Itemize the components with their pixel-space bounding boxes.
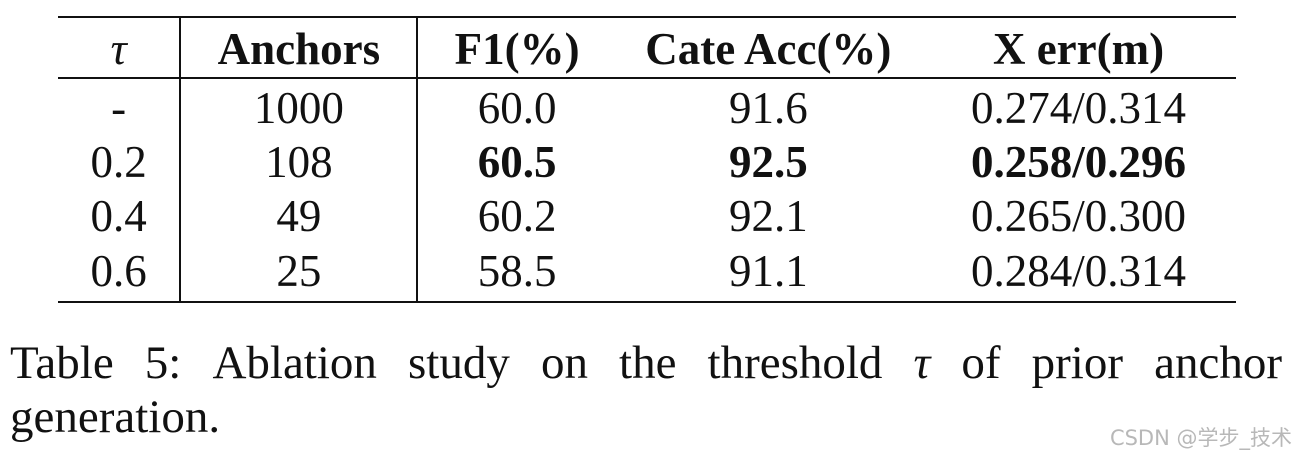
caption-word: of (961, 337, 1001, 389)
table-row: - 1000 60.0 91.6 0.274/0.314 (58, 78, 1236, 135)
cell-f1: 60.0 (477, 82, 557, 133)
caption-line-1: Table 5: Ablation study on the threshold… (10, 336, 1282, 390)
table-caption: Table 5: Ablation study on the threshold… (10, 336, 1282, 444)
cell-cate-acc: 92.1 (728, 190, 808, 241)
caption-word: threshold (707, 337, 883, 389)
cell-tau: 0.2 (58, 135, 182, 189)
cell-tau: 0.6 (58, 243, 182, 302)
cell-anchors: 25 (180, 243, 419, 302)
cell-x-err: 0.265/0.300 (971, 190, 1187, 241)
cell-x-err-best: 0.258/0.296 (971, 136, 1187, 187)
table-row: 0.6 25 58.5 91.1 0.284/0.314 (58, 243, 1236, 302)
cell-f1: 58.5 (477, 245, 557, 296)
table-row: 0.4 49 60.2 92.1 0.265/0.300 (58, 189, 1236, 243)
header-anchors: Anchors (180, 17, 419, 78)
cell-anchors: 49 (180, 189, 419, 243)
table-header: τ Anchors F1(%) Cate Acc(%) X err(m) (58, 17, 1236, 78)
cell-tau: 0.4 (58, 189, 182, 243)
table-row: 0.2 108 60.5 92.5 0.258/0.296 (58, 135, 1236, 189)
header-x-err: X err(m) (992, 24, 1165, 74)
cell-f1-best: 60.5 (477, 136, 557, 187)
cell-tau: - (58, 78, 182, 135)
header-tau: τ (58, 17, 182, 78)
caption-word: anchor (1154, 337, 1282, 389)
cell-f1: 60.2 (477, 190, 557, 241)
caption-word: prior (1031, 337, 1124, 389)
caption-tau-symbol: τ (913, 337, 931, 389)
header-f1: F1(%) (454, 24, 580, 74)
cell-cate-acc: 91.6 (728, 82, 808, 133)
caption-line-2: generation. (10, 391, 221, 444)
csdn-watermark: CSDN @学步_技术 (1109, 426, 1292, 450)
cell-cate-acc: 91.1 (728, 245, 808, 296)
ablation-table: τ Anchors F1(%) Cate Acc(%) X err(m) - 1… (58, 16, 1236, 303)
caption-word: Ablation (212, 337, 377, 389)
caption-word: Table (10, 337, 114, 389)
header-cate-acc: Cate Acc(%) (645, 24, 892, 74)
cell-anchors: 1000 (180, 78, 419, 135)
header-row: τ Anchors F1(%) Cate Acc(%) X err(m) (58, 17, 1236, 78)
caption-word: on (540, 337, 588, 389)
cell-cate-acc-best: 92.5 (728, 136, 808, 187)
ablation-table-container: τ Anchors F1(%) Cate Acc(%) X err(m) - 1… (58, 16, 1236, 303)
table-body: - 1000 60.0 91.6 0.274/0.314 0.2 108 60.… (58, 78, 1236, 302)
cell-x-err: 0.284/0.314 (971, 245, 1187, 296)
caption-word: the (619, 337, 677, 389)
caption-word: study (408, 337, 510, 389)
cell-x-err: 0.274/0.314 (971, 82, 1187, 133)
cell-anchors: 108 (180, 135, 419, 189)
caption-word: 5: (144, 337, 182, 389)
